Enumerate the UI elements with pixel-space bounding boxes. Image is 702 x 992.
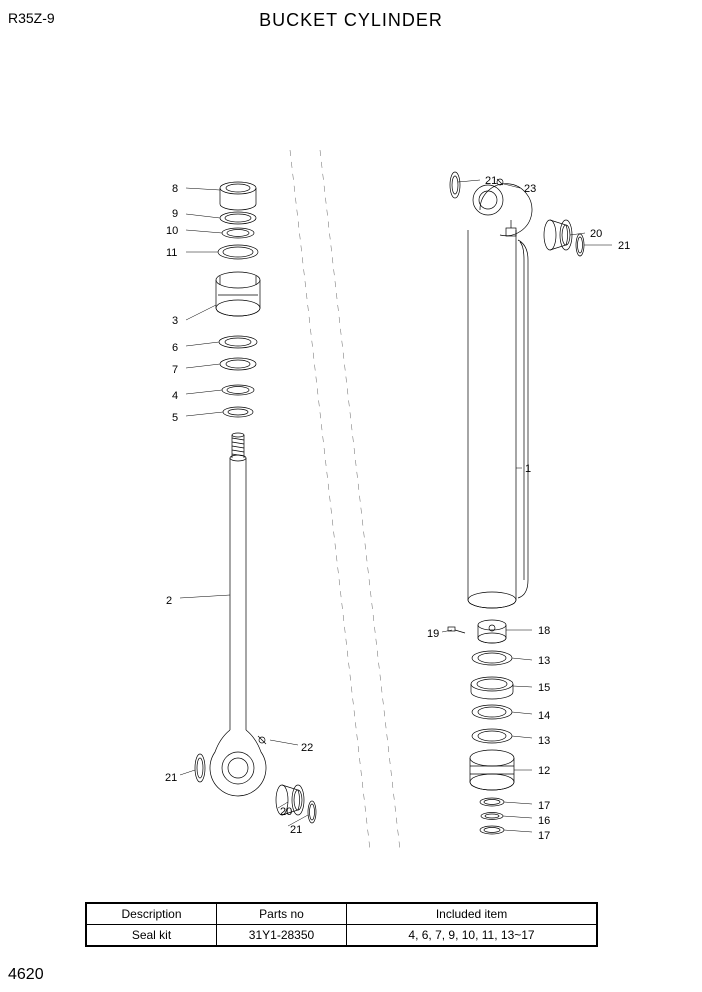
table-header: Parts no bbox=[217, 904, 347, 925]
callout-12: 12 bbox=[538, 765, 550, 777]
callout-15: 15 bbox=[538, 682, 550, 694]
callout-21: 21 bbox=[165, 772, 177, 784]
callout-13: 13 bbox=[538, 655, 550, 667]
table-cell: 4, 6, 7, 9, 10, 11, 13~17 bbox=[347, 925, 597, 946]
model-code: R35Z-9 bbox=[8, 10, 55, 26]
callout-20: 20 bbox=[280, 806, 292, 818]
page-title: BUCKET CYLINDER bbox=[259, 10, 443, 31]
callout-21: 21 bbox=[485, 175, 497, 187]
callout-18: 18 bbox=[538, 625, 550, 637]
callout-17: 17 bbox=[538, 800, 550, 812]
callout-21: 21 bbox=[618, 240, 630, 252]
callout-13: 13 bbox=[538, 735, 550, 747]
callout-7: 7 bbox=[172, 364, 178, 376]
page-number: 4620 bbox=[8, 966, 44, 984]
callout-10: 10 bbox=[166, 225, 178, 237]
callout-21: 21 bbox=[290, 824, 302, 836]
callout-14: 14 bbox=[538, 710, 550, 722]
table-cell: 31Y1-28350 bbox=[217, 925, 347, 946]
callout-2: 2 bbox=[166, 595, 172, 607]
callout-1: 1 bbox=[525, 463, 531, 475]
callout-8: 8 bbox=[172, 183, 178, 195]
table-header: Included item bbox=[347, 904, 597, 925]
callout-19: 19 bbox=[427, 628, 439, 640]
table-cell: Seal kit bbox=[87, 925, 217, 946]
callout-6: 6 bbox=[172, 342, 178, 354]
exploded-diagram: 8910113674522221202121232021118191315141… bbox=[60, 80, 640, 860]
callout-11: 11 bbox=[166, 247, 177, 259]
callout-22: 22 bbox=[301, 742, 313, 754]
seal-kit-table: DescriptionParts noIncluded item Seal ki… bbox=[85, 902, 598, 947]
callout-23: 23 bbox=[524, 183, 536, 195]
callout-3: 3 bbox=[172, 315, 178, 327]
callout-5: 5 bbox=[172, 412, 178, 424]
callout-4: 4 bbox=[172, 390, 178, 402]
callout-17: 17 bbox=[538, 830, 550, 842]
table-row: Seal kit31Y1-283504, 6, 7, 9, 10, 11, 13… bbox=[87, 925, 597, 946]
callout-20: 20 bbox=[590, 228, 602, 240]
callout-16: 16 bbox=[538, 815, 550, 827]
table-header: Description bbox=[87, 904, 217, 925]
callout-9: 9 bbox=[172, 208, 178, 220]
